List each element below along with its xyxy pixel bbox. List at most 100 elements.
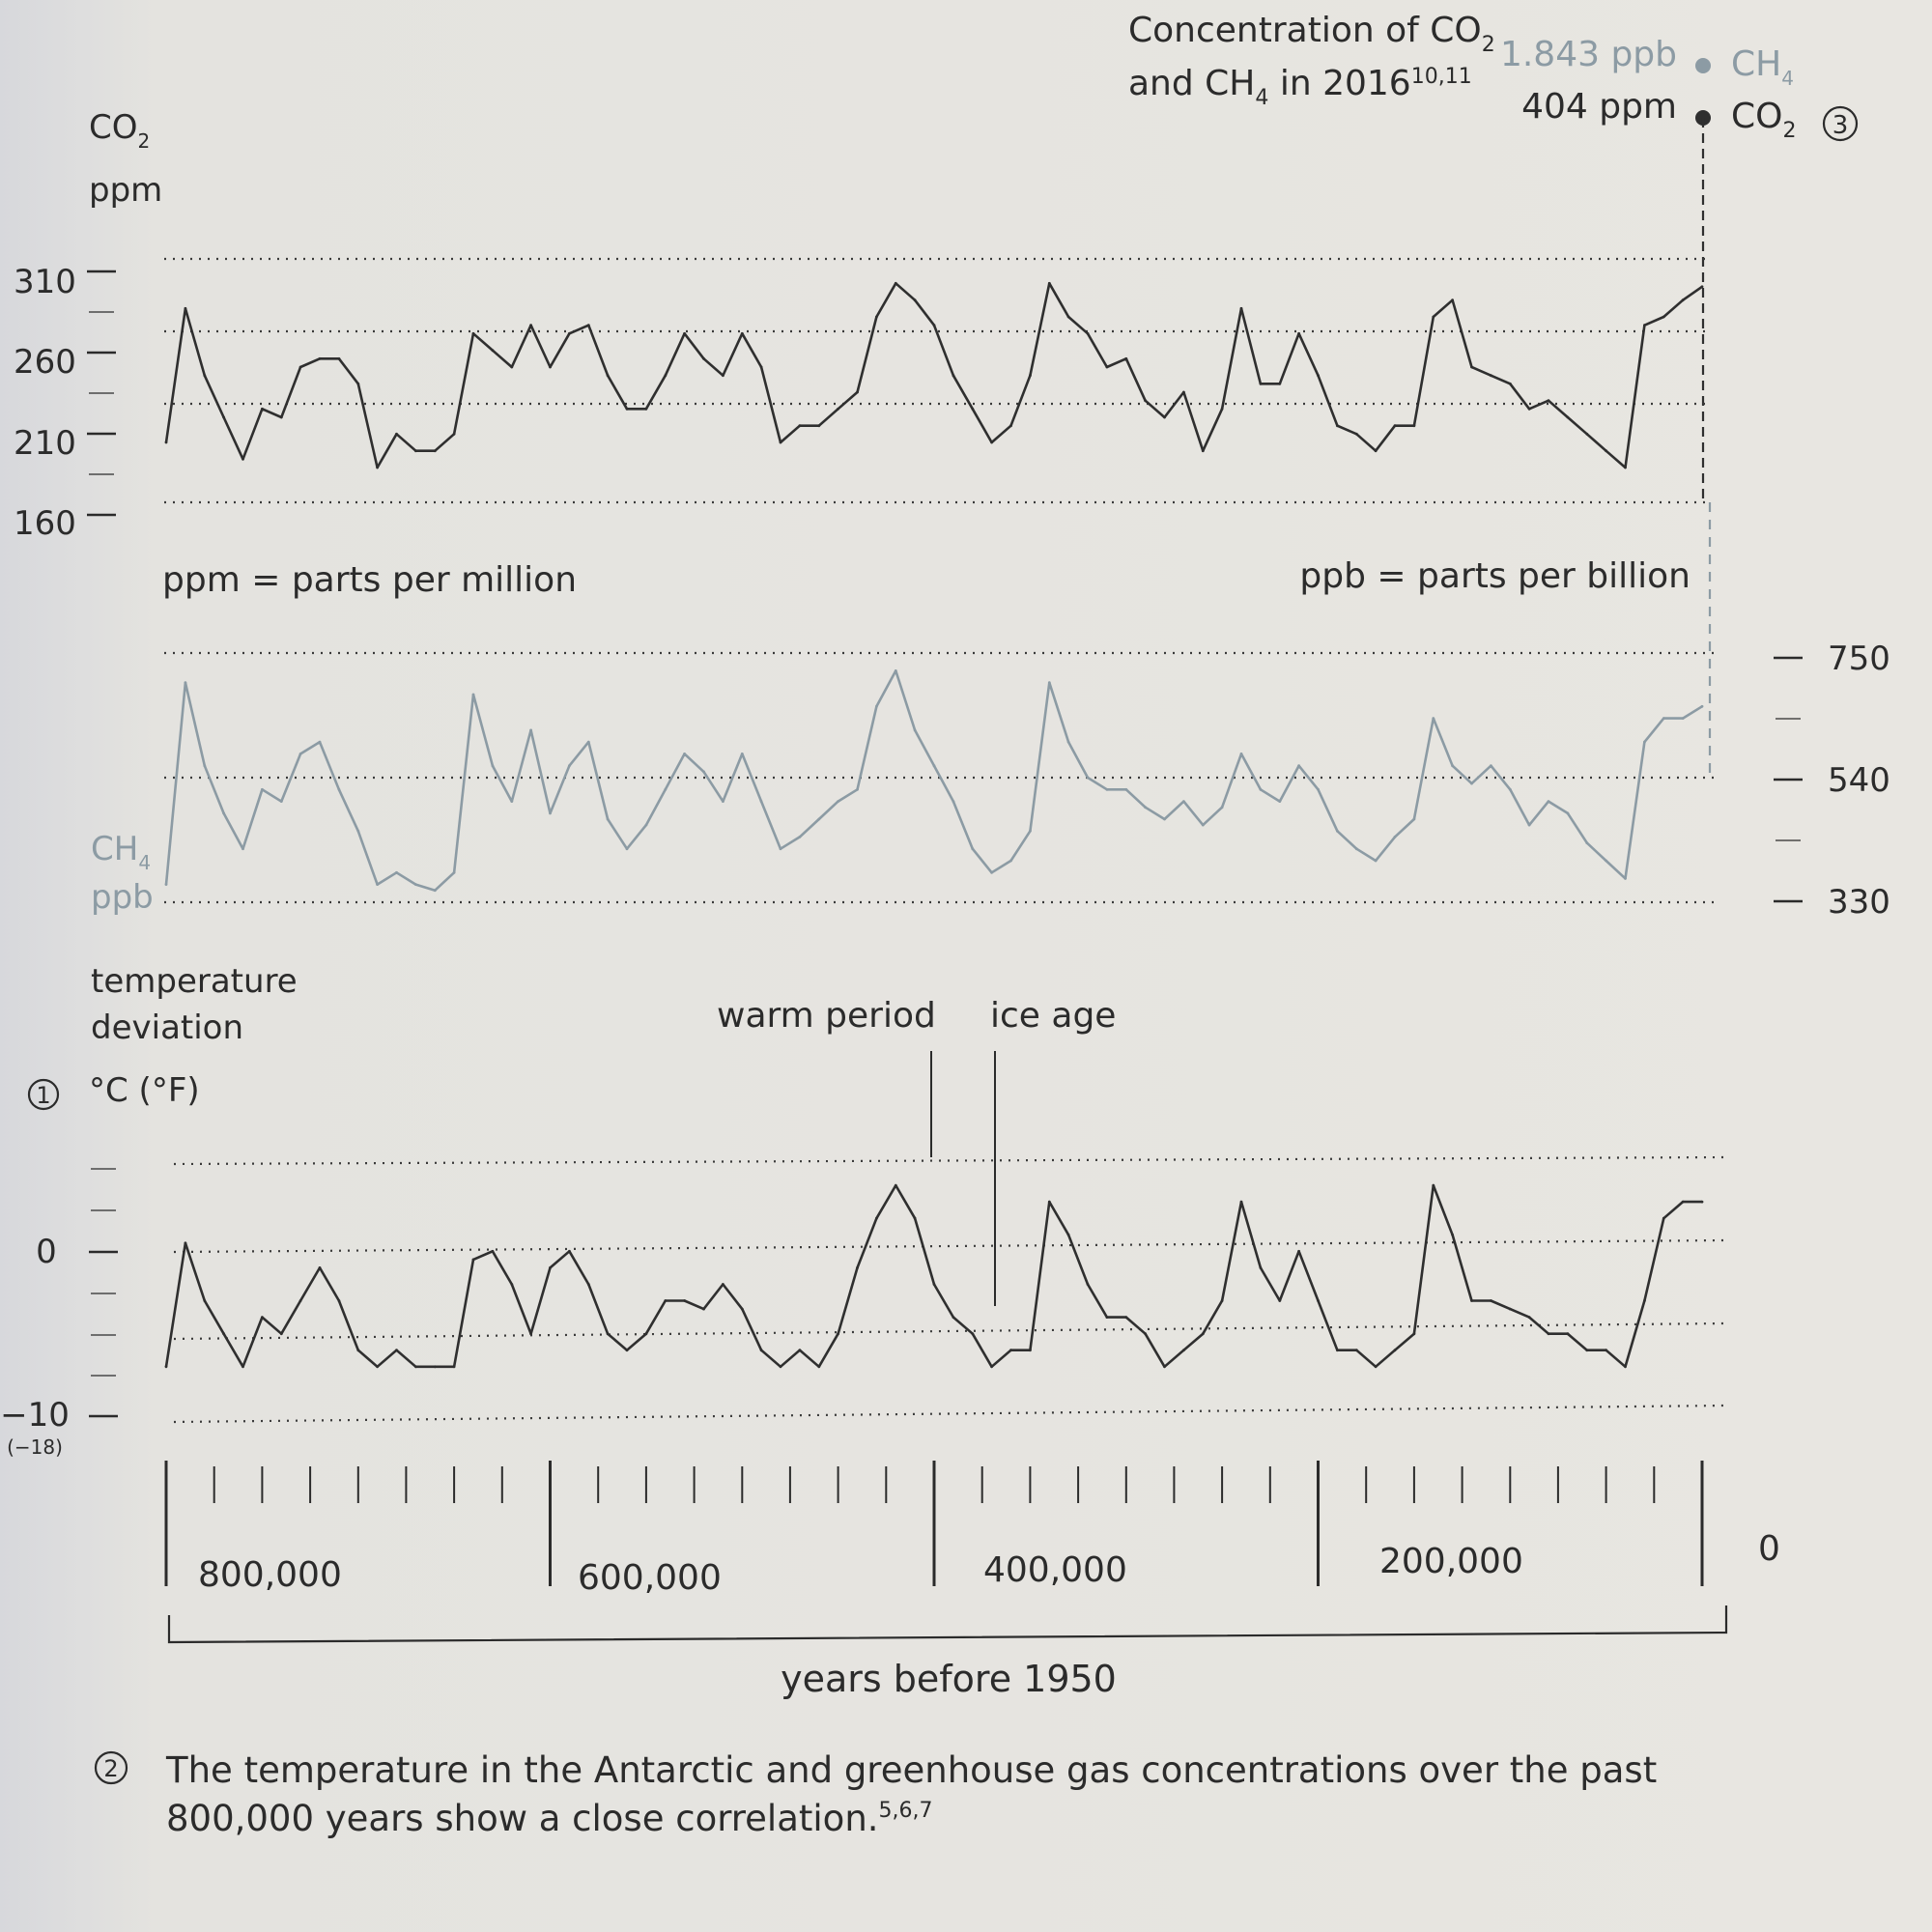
- co2-point: [471, 331, 475, 335]
- temperature-point: [242, 1365, 244, 1369]
- ch4-point: [452, 870, 456, 874]
- warm-period-annotation: warm period: [717, 996, 936, 1036]
- co2-point: [414, 449, 417, 453]
- temperature-point: [203, 1299, 207, 1302]
- ch4-point: [1566, 811, 1570, 815]
- co2-point: [1605, 449, 1607, 453]
- ch4-point: [298, 753, 302, 755]
- temperature-series-line: [164, 1183, 1702, 1369]
- temp-ytick-minus10: −10: [0, 1396, 70, 1435]
- ch4-point: [664, 787, 668, 791]
- co2-point: [164, 440, 168, 444]
- co2-point: [1432, 315, 1435, 319]
- temperature-point: [740, 1307, 744, 1311]
- temperature-point: [376, 1365, 379, 1369]
- ch4-point: [606, 817, 610, 821]
- co2-axis-label: CO2: [89, 108, 150, 153]
- ch4-point: [702, 770, 705, 774]
- marker-3-circle: [1822, 105, 1859, 142]
- ch4-point: [203, 764, 207, 768]
- ch4-point: [1700, 704, 1704, 708]
- co2-point: [433, 449, 437, 453]
- ch4-axis-label: CH4: [91, 830, 151, 874]
- temperature-point: [1585, 1349, 1589, 1352]
- temperature-point: [702, 1307, 705, 1311]
- co2-point: [759, 365, 763, 369]
- ch4-point: [625, 847, 629, 851]
- temperature-point: [184, 1241, 187, 1245]
- ch4-point: [913, 728, 917, 732]
- ch4-point: [1278, 800, 1282, 803]
- co2-point: [798, 424, 802, 428]
- temp-gridline: [173, 1155, 1725, 1166]
- ch4-ytick-750: 750: [1828, 639, 1890, 678]
- co2-point: [644, 407, 648, 411]
- caption-line-1: The temperature in the Antarctic and gre…: [165, 1749, 1657, 1791]
- temperature-point: [1336, 1349, 1339, 1352]
- co2-point: [1297, 331, 1300, 335]
- temperature-point: [1393, 1349, 1397, 1352]
- temperature-point: [1086, 1283, 1090, 1286]
- temperature-point: [1470, 1299, 1473, 1302]
- ch4-point: [644, 823, 648, 827]
- ch4-point: [1297, 764, 1300, 768]
- ch4-point: [376, 883, 379, 886]
- temperature-point: [1201, 1332, 1205, 1336]
- marker-2-circle: [94, 1750, 128, 1785]
- ch4-point: [1029, 829, 1032, 833]
- ch4-point: [856, 787, 859, 791]
- temperature-point: [1432, 1183, 1435, 1187]
- ch4-ytick-330: 330: [1828, 883, 1890, 922]
- temperature-point: [510, 1283, 514, 1286]
- co2-point: [1336, 424, 1339, 428]
- ch4-data-points: [164, 669, 1704, 893]
- co2-series-label: CO2: [1731, 97, 1796, 143]
- co2-point: [1374, 449, 1378, 453]
- x-tick-label-200000: 200,000: [1379, 1542, 1523, 1581]
- co2-point: [952, 374, 955, 378]
- temperature-point: [913, 1216, 917, 1220]
- temperature-point: [279, 1332, 283, 1336]
- temperature-point: [664, 1299, 668, 1302]
- ch4-point: [164, 883, 168, 886]
- temperature-point: [1047, 1200, 1051, 1204]
- co2-series-line: [164, 281, 1703, 469]
- co2-point: [1182, 390, 1185, 394]
- co2-point: [568, 331, 571, 335]
- ch4-point: [1220, 806, 1224, 810]
- ch4-point: [952, 800, 955, 803]
- temperature-point: [491, 1249, 495, 1253]
- marker-1-label: 1: [36, 1082, 50, 1109]
- ch4-point: [1643, 740, 1646, 744]
- temperature-point: [1566, 1332, 1570, 1336]
- ch4-point: [491, 764, 495, 768]
- co2-point: [722, 374, 724, 378]
- ch4-point: [1354, 847, 1358, 851]
- caption-line-2: 800,000 years show a close correlation.5…: [166, 1798, 933, 1839]
- ch4-point: [529, 728, 532, 732]
- co2-point: [702, 356, 705, 360]
- ch4-2016-dot: [1695, 58, 1711, 73]
- temperature-point: [1239, 1200, 1243, 1204]
- ch4-point: [242, 847, 244, 851]
- ch4-point: [1009, 859, 1012, 863]
- temperature-panel: temperature deviation 1 °C (°F) 0 −10 (−…: [0, 962, 1725, 1459]
- temperature-point: [1163, 1365, 1166, 1369]
- ch4-point: [759, 800, 763, 803]
- temperature-point: [1681, 1200, 1685, 1204]
- co2-point: [242, 457, 244, 461]
- temperature-point: [1066, 1233, 1070, 1236]
- x-tick-label-400000: 400,000: [983, 1550, 1127, 1590]
- temperature-point: [1259, 1266, 1263, 1269]
- ch4-point: [1547, 800, 1550, 803]
- temperature-point: [337, 1299, 341, 1302]
- co2-point: [1163, 415, 1166, 419]
- ch4-point: [184, 681, 187, 685]
- temperature-point: [261, 1316, 264, 1319]
- temperature-point: [759, 1349, 763, 1352]
- ch4-point: [1163, 817, 1166, 821]
- ch4-ytick-540: 540: [1828, 761, 1890, 800]
- ch4-point: [1105, 787, 1109, 791]
- co2-point: [913, 298, 917, 302]
